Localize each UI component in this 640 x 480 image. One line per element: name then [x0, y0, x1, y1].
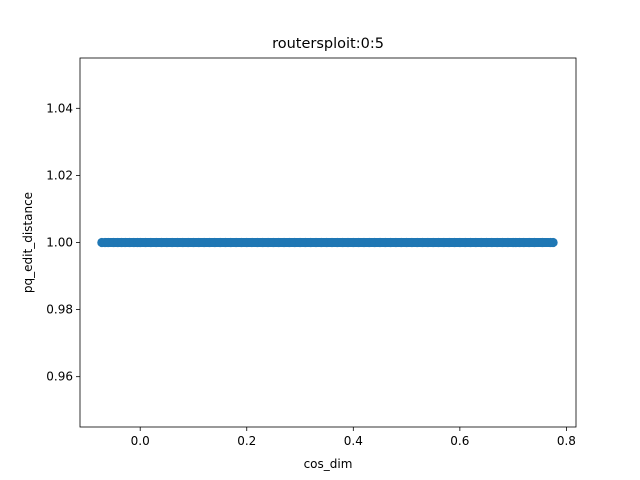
y-tick-label: 1.04: [46, 101, 73, 115]
x-axis-label: cos_dim: [304, 457, 353, 471]
scatter-point: [537, 237, 548, 248]
x-tick-label: 0.0: [131, 434, 150, 448]
y-tick-label: 1.02: [46, 168, 73, 182]
x-tick-label: 0.6: [450, 434, 469, 448]
points-layer: [97, 237, 558, 248]
y-tick-label: 0.96: [46, 370, 73, 384]
y-tick-label: 0.98: [46, 303, 73, 317]
y-axis-label: pq_edit_distance: [21, 192, 35, 293]
scatter-point: [548, 237, 558, 248]
y-tick-label: 1.00: [46, 236, 73, 250]
x-tick-label: 0.8: [557, 434, 576, 448]
scatter-point: [529, 237, 540, 248]
x-tick-label: 0.4: [344, 434, 363, 448]
x-ticks: 0.0 0.2 0.4 0.6 0.8: [131, 427, 576, 448]
y-ticks: 0.96 0.98 1.00 1.02 1.04: [46, 101, 80, 384]
chart-title: routersploit:0:5: [272, 36, 384, 52]
x-tick-label: 0.2: [237, 434, 256, 448]
